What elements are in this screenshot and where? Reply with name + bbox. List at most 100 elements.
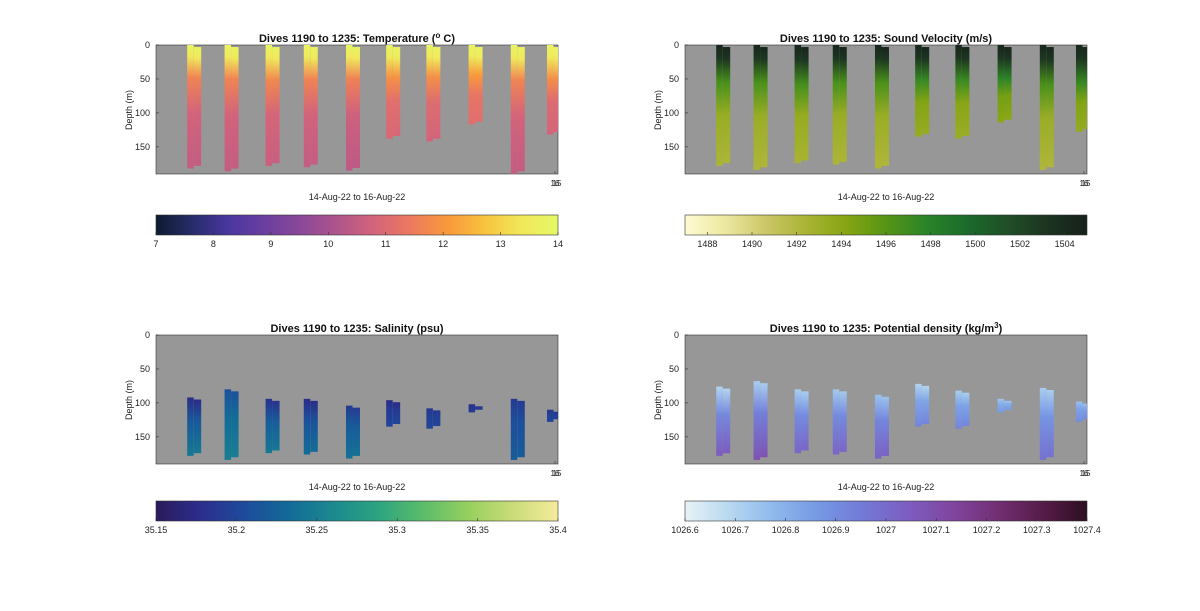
- y-tick-label: 50: [669, 364, 679, 374]
- colorbar-tick-label: 1494: [831, 239, 851, 249]
- dive-profile: [915, 45, 922, 137]
- dive-profile: [303, 45, 311, 168]
- colorbar-tick-label: 1488: [697, 239, 717, 249]
- chart-title: Dives 1190 to 1235: Potential density (k…: [770, 321, 1003, 335]
- y-axis: 0 50 100 150: [664, 40, 1085, 174]
- colorbar-tick-label: 1027.4: [1073, 525, 1101, 535]
- dive-profile: [272, 400, 280, 451]
- colorbar-tick-label: 35.25: [306, 525, 329, 535]
- colorbar-tick-label: 1504: [1055, 239, 1075, 249]
- dive-profile: [303, 398, 311, 455]
- colorbar-tick-label: 35.4: [549, 525, 567, 535]
- dive-profile: [760, 383, 768, 458]
- y-tick-label: 50: [140, 364, 150, 374]
- dive-profile: [426, 45, 433, 142]
- colorbar-tick-label: 14: [553, 239, 563, 249]
- panel-salinity: Dives 1190 to 1235: Salinity (psu) 0 50 10…: [124, 323, 567, 535]
- colorbar-tick-label: 8: [211, 239, 216, 249]
- panel-temperature: Dives 1190 to 1235: Temperature (o C) 0 5…: [124, 31, 563, 249]
- y-tick-label: 50: [669, 74, 679, 84]
- x-tick-label-15: 15: [553, 179, 562, 188]
- x-axis-label: 14-Aug-22 to 16-Aug-22: [309, 482, 406, 492]
- colorbar-tick-label: 10: [323, 239, 333, 249]
- title-superscript: 3: [994, 321, 999, 330]
- colorbar-tick-label: 1496: [876, 239, 896, 249]
- colorbar-tick-label: 1492: [787, 239, 807, 249]
- dive-profile: [753, 45, 761, 170]
- y-tick-label: 0: [674, 40, 679, 50]
- dive-profile: [224, 389, 232, 460]
- dive-profile: [432, 410, 441, 427]
- colorbar-tick-label: 9: [268, 239, 273, 249]
- panel-potential-density: Dives 1190 to 1235: Potential density (k…: [653, 321, 1101, 535]
- dive-profile: [193, 47, 202, 166]
- profiles-layer: [716, 45, 1087, 170]
- y-tick-label: 0: [145, 330, 150, 340]
- dive-profile: [1004, 400, 1012, 410]
- colorbar-tick-label: 1027.3: [1023, 525, 1051, 535]
- dive-profile: [224, 45, 232, 172]
- dive-profile: [1082, 403, 1087, 420]
- dive-profile: [432, 47, 441, 139]
- dive-profile: [310, 47, 318, 165]
- y-axis-label: Depth (m): [653, 90, 663, 130]
- dive-profile: [546, 409, 554, 422]
- colorbar-tick-label: 1500: [965, 239, 985, 249]
- colorbar-tick-label: 12: [438, 239, 448, 249]
- dive-profile: [345, 45, 353, 171]
- dive-profile: [475, 406, 483, 410]
- y-tick-label: 150: [135, 432, 150, 442]
- dive-profile: [1082, 47, 1087, 130]
- colorbar-tick-label: 1026.7: [721, 525, 749, 535]
- colorbar: [155, 214, 559, 236]
- dive-profile: [517, 47, 525, 172]
- chart-title: Dives 1190 to 1235: Temperature (o C): [259, 31, 455, 45]
- dive-profile: [716, 386, 723, 456]
- y-axis-label: Depth (m): [653, 380, 663, 420]
- dive-profile: [839, 391, 847, 452]
- dive-profile: [794, 389, 802, 454]
- colorbar-tick-label: 1026.8: [772, 525, 800, 535]
- title-superscript: o: [435, 31, 440, 40]
- dive-profile: [392, 47, 401, 137]
- x-axis-label: 14-Aug-22 to 16-Aug-22: [838, 482, 935, 492]
- dive-profile: [510, 398, 518, 460]
- y-tick-label: 0: [674, 330, 679, 340]
- colorbar-tick-label: 35.35: [466, 525, 489, 535]
- dive-profile: [1046, 389, 1054, 458]
- x-tick-label-16: 16: [1080, 469, 1089, 478]
- profiles-layer: [187, 389, 558, 460]
- y-tick-label: 50: [140, 74, 150, 84]
- colorbar-tick-label: 1502: [1010, 239, 1030, 249]
- x-tick-label-15: 15: [1082, 469, 1091, 478]
- dive-profile: [1004, 47, 1012, 120]
- y-tick-label: 150: [664, 432, 679, 442]
- dive-profile: [386, 400, 393, 427]
- y-axis-label: Depth (m): [124, 380, 134, 420]
- dive-profile: [801, 47, 809, 161]
- dive-profile: [475, 47, 483, 122]
- colorbar-tick-label: 1027.2: [973, 525, 1001, 535]
- dive-profile: [272, 47, 280, 164]
- x-tick-label-16: 16: [551, 179, 560, 188]
- dive-profile: [231, 391, 239, 458]
- colorbar-tick-label: 1026.6: [671, 525, 699, 535]
- y-tick-label: 0: [145, 40, 150, 50]
- colorbar-ticks: 1026.6 1026.7 1026.8 1026.9 1027 1027.1 1027.2…: [671, 518, 1101, 535]
- colorbar-tick-label: 35.3: [388, 525, 406, 535]
- dive-profile: [1039, 387, 1047, 460]
- dive-profile: [352, 47, 360, 168]
- dive-profile: [187, 45, 194, 169]
- y-tick-label: 150: [135, 142, 150, 152]
- profiles-layer: [187, 45, 558, 174]
- dive-profile: [187, 397, 194, 456]
- dive-profile: [881, 396, 889, 456]
- colorbar: [155, 500, 559, 522]
- dive-profile: [760, 47, 768, 168]
- colorbar-tick-label: 1027: [876, 525, 896, 535]
- dive-profile: [955, 45, 962, 139]
- colorbar-tick-label: 7: [153, 239, 158, 249]
- dive-profile: [352, 407, 360, 456]
- profiles-layer: [716, 381, 1087, 460]
- dive-profile: [832, 45, 840, 165]
